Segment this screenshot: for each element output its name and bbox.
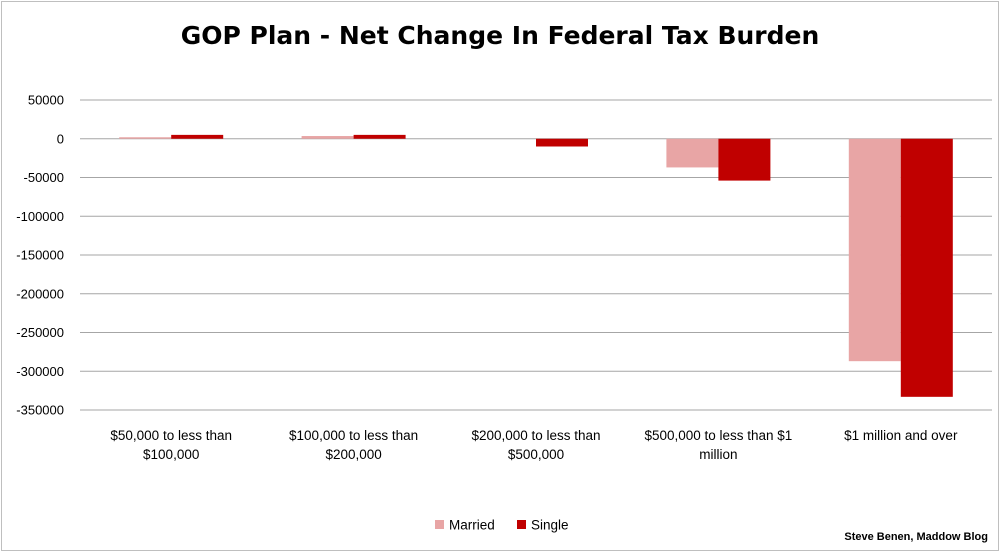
y-tick-label: -200000 — [16, 286, 64, 301]
y-axis-ticks: 50000 0 -50000 -100000 -150000 -200000 -250000… — [16, 93, 64, 418]
x-category-label: $100,000 to less than $200,000 — [289, 428, 418, 462]
chart-credit: Steve Benen, Maddow Blog — [844, 531, 988, 543]
y-tick-label: -300000 — [16, 364, 64, 379]
x-category-label-line: $200,000 to less than — [471, 428, 600, 443]
bar-married-5 — [848, 138, 901, 362]
y-tick-label: -50000 — [24, 170, 64, 185]
chart-title: GOP Plan - Net Change In Federal Tax Bur… — [181, 21, 820, 50]
bar-single-1 — [171, 134, 224, 139]
x-category-label: $50,000 to less than $100,000 — [110, 428, 232, 462]
y-tick-label: 0 — [57, 131, 64, 146]
bar-single-3 — [536, 138, 588, 147]
x-category-label-line: $100,000 — [143, 447, 199, 462]
bar-married-4 — [666, 138, 719, 168]
x-category-label-line: $1 million and over — [844, 428, 958, 443]
x-category-label-line: $200,000 — [325, 447, 381, 462]
y-tick-label: -250000 — [16, 325, 64, 340]
y-tick-label: 50000 — [28, 93, 64, 108]
bar-single-2 — [353, 134, 406, 139]
bar-married-1 — [119, 137, 172, 139]
y-tick-label: -150000 — [16, 248, 64, 263]
x-category-label-line: $50,000 to less than — [110, 428, 232, 443]
gridlines — [80, 99, 992, 411]
legend-label-married: Married — [449, 518, 495, 533]
x-axis-categories: $50,000 to less than $100,000 $100,000 to … — [110, 428, 958, 462]
x-category-label-line: $500,000 — [508, 447, 564, 462]
x-category-label-line: $500,000 to less than $1 — [644, 428, 792, 443]
x-category-label-line: million — [699, 447, 737, 462]
bar-single-4 — [718, 138, 771, 181]
x-category-label: $200,000 to less than $500,000 — [471, 428, 600, 462]
x-category-label-line: $100,000 to less than — [289, 428, 418, 443]
legend: Married Single — [435, 518, 569, 533]
bar-married-2 — [301, 136, 354, 139]
legend-swatch-single — [517, 520, 526, 529]
x-category-label: $1 million and over — [844, 428, 958, 443]
x-category-label: $500,000 to less than $1 million — [644, 428, 792, 462]
y-tick-label: -350000 — [16, 403, 64, 418]
y-tick-label: -100000 — [16, 209, 64, 224]
legend-label-single: Single — [531, 518, 569, 533]
bars — [119, 134, 953, 397]
bar-single-5 — [900, 138, 953, 397]
legend-swatch-married — [435, 520, 444, 529]
